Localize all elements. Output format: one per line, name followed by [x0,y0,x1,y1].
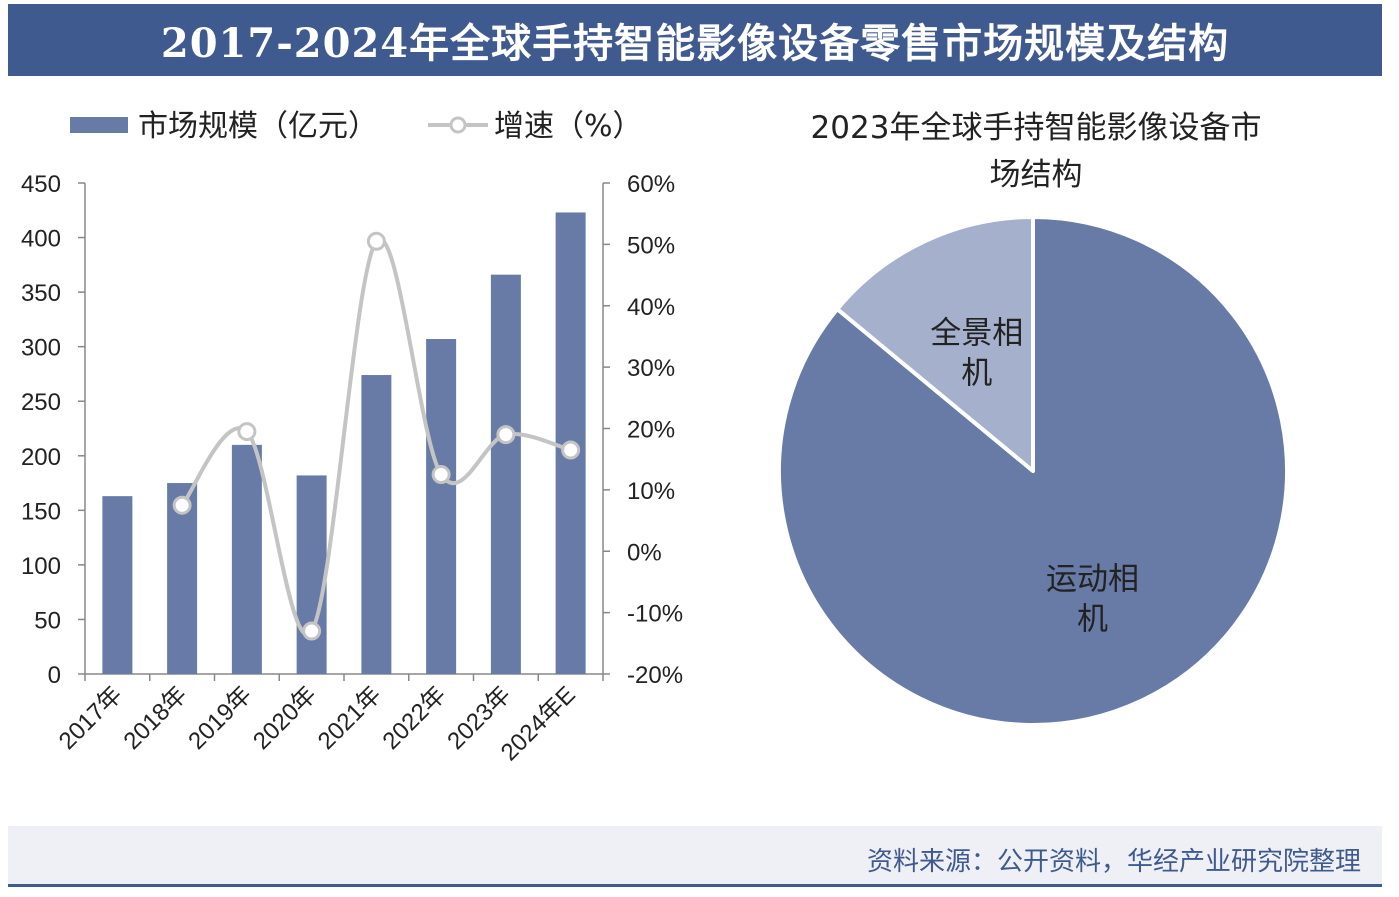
bar [102,496,133,674]
footer-band [8,826,1382,884]
left-tick-label: 50 [34,607,61,634]
bars [102,212,586,674]
bar [231,444,262,674]
right-tick-label: 0% [627,539,662,566]
growth-point [302,621,322,641]
bar [296,475,327,674]
left-tick-label: 250 [21,389,61,416]
legend-bar-label: 市场规模（亿元） [138,109,378,144]
x-tick-label: 2022年 [378,681,452,755]
right-tick-label: -20% [627,662,683,689]
right-tick-label: 40% [627,294,675,321]
right-tick-label: 30% [627,355,675,382]
pie-slices [777,215,1289,727]
x-tick-label: 2021年 [313,681,387,755]
growth-point [431,465,451,485]
pie-title-line-1: 2023年全球手持智能影像设备市 [811,110,1262,146]
footer-rule [8,884,1382,887]
pie-slice [835,215,1035,473]
chart-title: 2017-2024年全球手持智能影像设备零售市场规模及结构 [8,4,1382,76]
growth-point [366,231,386,251]
bar [426,339,457,674]
left-tick-label: 400 [21,226,61,253]
right-tick-label: 10% [627,478,675,505]
legend-line-marker [449,116,467,134]
right-tick-label: -10% [627,601,683,628]
left-tick-label: 450 [21,171,61,198]
legend: 市场规模（亿元） 增速（%） [70,109,643,144]
left-tick-label: 300 [21,335,61,362]
growth-point [172,495,192,515]
growth-line [172,231,581,641]
x-axis-labels: 2017年2018年2019年2020年2021年2022年2023年2024年… [54,681,581,766]
pie-slice-label: 全景相 [930,315,1023,351]
axes: 0 50 100 150 200 250 300 350 400 450 -20% -10% 0% 10%… [21,171,683,689]
right-tick-label: 20% [627,417,675,444]
pie-title-line-2: 场结构 [990,157,1083,193]
left-tick-label: 150 [21,498,61,525]
legend-bar-swatch [70,117,128,133]
bar [167,483,198,674]
left-tick-label: 200 [21,444,61,471]
legend-line-label: 增速（%） [494,109,643,144]
growth-point [496,425,516,445]
growth-point [237,422,257,442]
pie-slice-label: 运动相 [1046,561,1139,597]
right-tick-label: 50% [627,232,675,259]
left-tick-label: 350 [21,280,61,307]
left-tick-label: 100 [21,553,61,580]
bar [361,375,392,674]
left-tick-label: 0 [48,662,61,689]
growth-line-path [180,237,572,637]
x-tick-label: 2020年 [248,681,322,755]
x-tick-label: 2018年 [119,681,193,755]
x-tick-label: 2017年 [54,681,128,755]
growth-point [561,440,581,460]
pie-slice-label: 机 [961,355,992,391]
x-tick-label: 2019年 [183,681,257,755]
bar [490,274,521,674]
right-tick-label: 60% [627,171,675,198]
pie-slice-label: 机 [1077,601,1108,637]
source-note: 资料来源：公开资料，华经产业研究院整理 [866,847,1361,877]
